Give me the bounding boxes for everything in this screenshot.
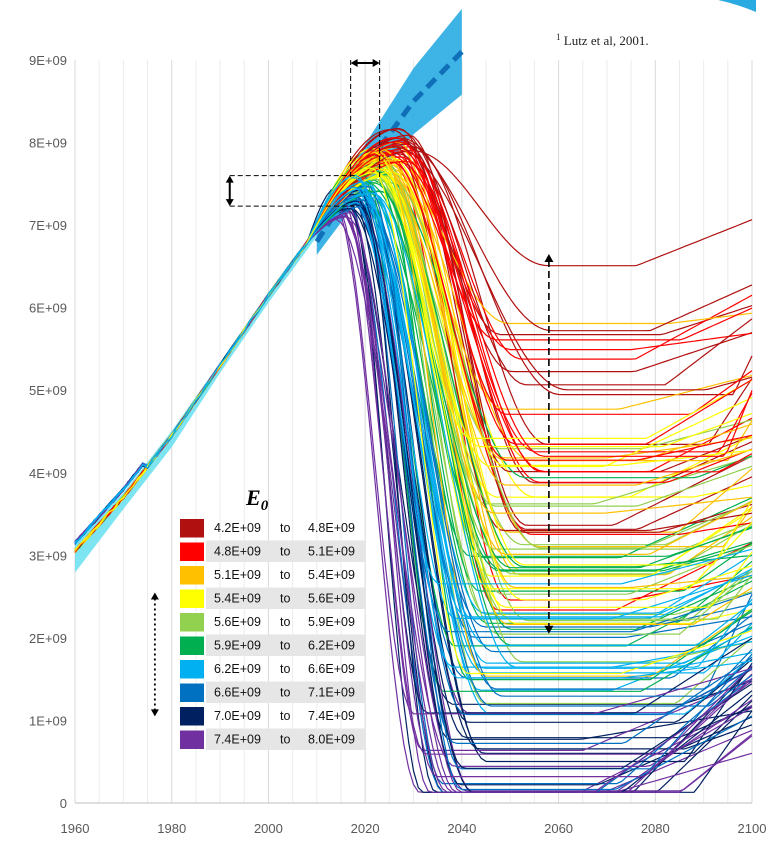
legend-swatch (180, 660, 204, 679)
legend-item: 6.6E+09 to 7.1E+09 (180, 681, 366, 703)
legend-swatch (180, 542, 204, 561)
y-tick-label: 5E+09 (29, 383, 67, 398)
legend-to: 5.4E+09 (308, 568, 355, 582)
arrowhead (150, 709, 159, 717)
x-tick-label: 2100 (738, 821, 767, 836)
legend-item: 5.4E+09 to 5.6E+09 (180, 587, 366, 609)
legend-row-bg (206, 587, 366, 609)
legend-item: 4.8E+09 to 5.1E+09 (180, 540, 366, 562)
arrowhead (225, 175, 234, 183)
legend-swatch (180, 566, 204, 585)
legend-to: 5.6E+09 (308, 592, 355, 606)
legend-swatch (180, 730, 204, 749)
x-tick-label: 2020 (351, 821, 380, 836)
scenario-line (74, 192, 753, 668)
legend-sep: to (280, 615, 290, 629)
legend-row-bg (206, 728, 366, 750)
legend-sep: to (280, 521, 290, 535)
x-axis-ticks: 1960 1980 2000 2020 2040 2060 2080 2100 (61, 821, 767, 836)
legend-item: 5.9E+09 to 6.2E+09 (180, 634, 366, 656)
x-tick-label: 2000 (254, 821, 283, 836)
reference-band-tail (558, 0, 756, 12)
arrowhead (350, 59, 358, 67)
y-tick-label: 0 (60, 796, 67, 811)
x-tick-label: 2040 (447, 821, 476, 836)
arrowhead (150, 592, 159, 600)
x-tick-label: 2060 (544, 821, 573, 836)
reference-band-area (316, 8, 462, 255)
legend-item: 6.2E+09 to 6.6E+09 (180, 660, 355, 679)
legend-item: 7.0E+09 to 7.4E+09 (180, 707, 355, 726)
legend-item: 7.4E+09 to 8.0E+09 (180, 728, 366, 750)
x-tick-label: 1980 (157, 821, 186, 836)
y-tick-label: 3E+09 (29, 548, 67, 563)
legend-to: 6.2E+09 (308, 639, 355, 653)
reference-label: 1 Lutz et al, 2001. (556, 28, 649, 48)
legend-to: 4.8E+09 (308, 521, 355, 535)
reference-projection-band (314, 0, 756, 255)
legend-sep: to (280, 592, 290, 606)
legend-swatch (180, 636, 204, 655)
legend: E0 4.2E+09 to 4.8E+094.8E+09 to 5.1E+095.1E+… (180, 485, 366, 750)
legend-item: 5.1E+09 to 5.4E+09 (180, 566, 355, 585)
legend-to: 5.9E+09 (308, 615, 355, 629)
legend-to: 8.0E+09 (308, 733, 355, 747)
legend-from: 6.6E+09 (214, 686, 261, 700)
arrowhead (544, 254, 554, 263)
legend-item: 4.2E+09 to 4.8E+09 (180, 519, 355, 538)
legend-from: 7.0E+09 (214, 709, 261, 723)
arrowhead (372, 59, 380, 67)
legend-row-bg (206, 540, 366, 562)
svg-text:1 Lutz et al, 2001.: 1 Lutz et al, 2001. (556, 28, 649, 48)
legend-sep: to (280, 545, 290, 559)
legend-row-bg (206, 681, 366, 703)
legend-sep: to (280, 733, 290, 747)
legend-swatch (180, 519, 204, 538)
legend-from: 6.2E+09 (214, 662, 261, 676)
legend-to: 7.1E+09 (308, 686, 355, 700)
legend-sep: to (280, 639, 290, 653)
legend-from: 5.6E+09 (214, 615, 261, 629)
legend-from: 5.9E+09 (214, 639, 261, 653)
reference-superscript: 1 (556, 32, 561, 42)
y-tick-label: 1E+09 (29, 713, 67, 728)
arrowhead (225, 199, 234, 207)
y-tick-label: 4E+09 (29, 466, 67, 481)
y-tick-label: 7E+09 (29, 218, 67, 233)
legend-to: 5.1E+09 (308, 545, 355, 559)
arrowhead (544, 625, 554, 634)
legend-sep: to (280, 662, 290, 676)
legend-swatch (180, 589, 204, 608)
legend-from: 7.4E+09 (214, 733, 261, 747)
legend-sep: to (280, 686, 290, 700)
legend-from: 4.2E+09 (214, 521, 261, 535)
reference-text: Lutz et al, 2001. (564, 33, 649, 48)
legend-to: 6.6E+09 (308, 662, 355, 676)
legend-swatch (180, 613, 204, 632)
y-tick-label: 2E+09 (29, 631, 67, 646)
legend-title: E0 (245, 485, 269, 514)
y-tick-label: 9E+09 (29, 53, 67, 68)
legend-swatch (180, 683, 204, 702)
x-tick-label: 2080 (641, 821, 670, 836)
annotation-arrows (150, 59, 554, 717)
legend-from: 4.8E+09 (214, 545, 261, 559)
legend-item: 5.6E+09 to 5.9E+09 (180, 613, 355, 632)
legend-swatch (180, 707, 204, 726)
y-axis-ticks: 0 1E+09 2E+09 3E+09 4E+09 5E+09 6E+09 7E+09 8E+0… (29, 53, 67, 811)
legend-sep: to (280, 568, 290, 582)
legend-sep: to (280, 709, 290, 723)
legend-from: 5.1E+09 (214, 568, 261, 582)
legend-to: 7.4E+09 (308, 709, 355, 723)
scenario-lines (74, 127, 753, 793)
legend-from: 5.4E+09 (214, 592, 261, 606)
y-tick-label: 6E+09 (29, 301, 67, 316)
x-tick-label: 1960 (61, 821, 90, 836)
y-tick-label: 8E+09 (29, 136, 67, 151)
legend-row-bg (206, 634, 366, 656)
